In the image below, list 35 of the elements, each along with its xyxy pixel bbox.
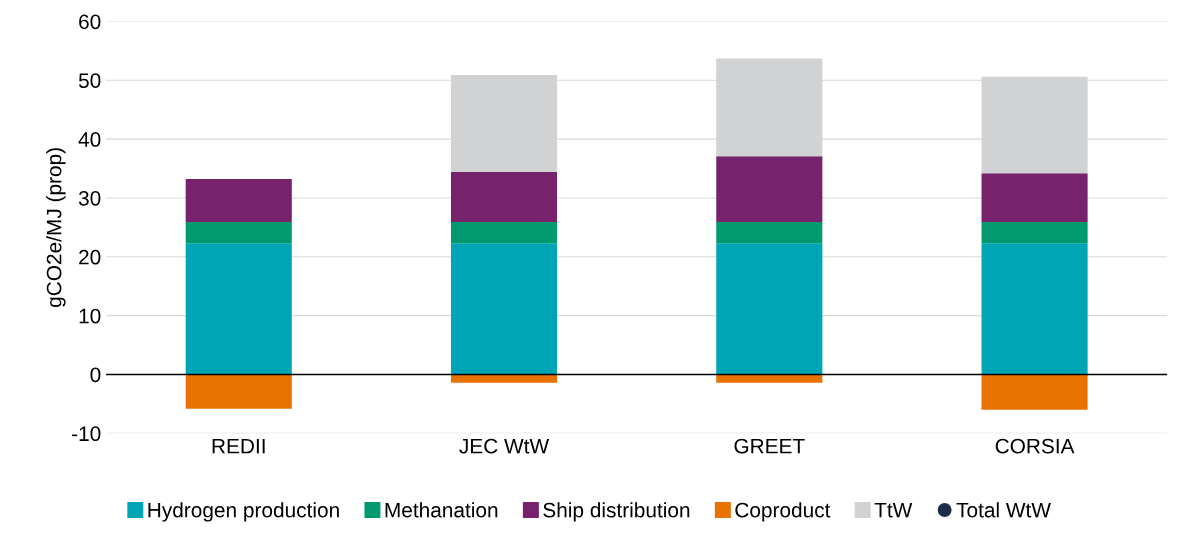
- legend-label: Hydrogen production: [148, 502, 339, 522]
- y-tick-label: 20: [79, 249, 101, 265]
- y-tick-label: 60: [79, 14, 101, 30]
- y-tick-label: 0: [90, 367, 101, 383]
- legend-label: Total WtW: [956, 502, 1051, 518]
- bar: [981, 243, 1088, 375]
- y-tick-label: 50: [78, 73, 101, 88]
- bar: [981, 222, 1088, 244]
- y-axis-title: gCO2e/MJ (prop): [46, 148, 66, 307]
- bar: [716, 374, 823, 383]
- y-tick-label: -10: [72, 426, 101, 442]
- bar: [450, 243, 558, 375]
- legend-label: Methanation: [385, 502, 498, 518]
- bar: [185, 374, 292, 409]
- legend-label: TtW: [874, 502, 913, 518]
- legend-label: Coproduct: [735, 502, 831, 522]
- bar: [716, 156, 823, 223]
- x-tick-label: REDII: [212, 438, 265, 454]
- bar: [185, 222, 292, 244]
- bar: [450, 222, 558, 244]
- bar: [185, 243, 292, 375]
- bar: [450, 172, 558, 223]
- legend-label: Ship distribution: [543, 502, 690, 522]
- y-tick-label: 10: [79, 308, 101, 324]
- x-tick-label: CORSIA: [995, 438, 1075, 454]
- bar: [716, 243, 823, 375]
- bar: [716, 222, 823, 244]
- x-tick-label: GREET: [734, 438, 805, 454]
- bar: [185, 179, 292, 223]
- x-tick-label: JEC WtW: [459, 438, 550, 454]
- y-tick-label: 40: [78, 132, 101, 147]
- bar: [981, 374, 1088, 410]
- bar: [981, 173, 1088, 223]
- bar: [450, 374, 558, 383]
- y-tick-label: 30: [78, 190, 101, 206]
